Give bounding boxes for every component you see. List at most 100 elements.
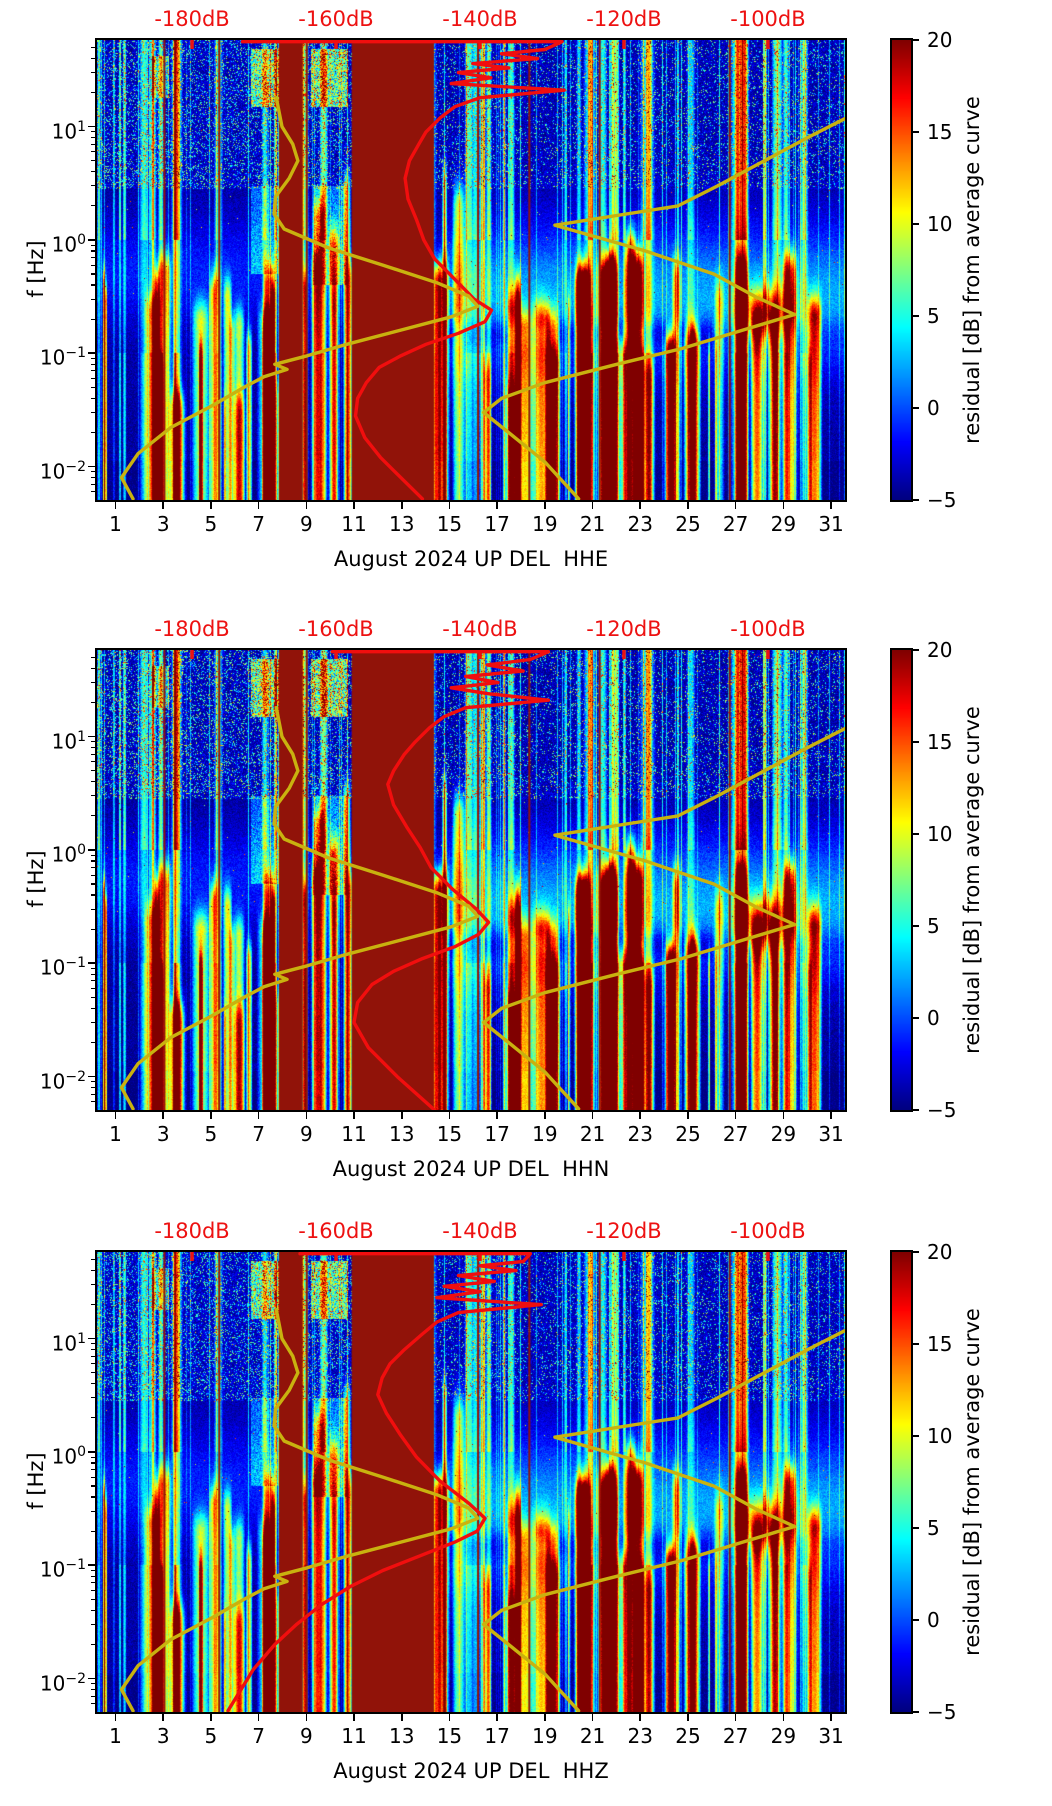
x-axis-tick-label: 9 (299, 1122, 313, 1146)
colorbar-tick-label: −5 (927, 1098, 957, 1122)
colorbar-tick (913, 499, 919, 501)
x-axis-tick-label: 19 (532, 512, 558, 536)
y-axis-minor-tick (91, 1081, 95, 1083)
x-axis-tick-label: 19 (532, 1122, 558, 1146)
y-axis-tick-label: 10−2 (39, 1670, 86, 1696)
top-axis-label: -160dB (298, 617, 374, 641)
x-axis-tick (544, 1714, 546, 1721)
x-axis-tick-label: 5 (204, 512, 218, 536)
y-axis-minor-tick (91, 1456, 95, 1458)
top-axis-tick (190, 40, 194, 49)
top-axis-tick (766, 650, 770, 659)
x-axis-tick-label: 5 (204, 1122, 218, 1146)
y-axis-minor-tick (91, 471, 95, 473)
colorbar-tick (913, 1435, 919, 1437)
x-axis-tick (210, 1714, 212, 1721)
y-axis-tick-label: 10−1 (39, 1557, 86, 1582)
y-axis-minor-tick (91, 795, 95, 797)
y-axis-minor-tick (91, 357, 95, 360)
nhnm-curve (481, 1328, 845, 1712)
x-axis-tick-label: 11 (341, 1724, 367, 1748)
x-axis-tick-label: 15 (436, 512, 463, 536)
y-axis-minor-tick (91, 967, 95, 970)
y-axis-minor-tick (91, 151, 95, 153)
y-axis-minor-tick (91, 753, 95, 755)
top-axis-label: -120dB (586, 7, 662, 31)
top-axis-tick (478, 1252, 482, 1261)
colorbar-tick (913, 131, 919, 133)
x-axis-tick-label: 9 (299, 1724, 313, 1748)
colorbar-tick-label: 20 (927, 28, 953, 52)
x-axis-tick (210, 502, 212, 509)
x-axis-tick-label: 31 (818, 1122, 844, 1146)
y-axis-minor-tick (91, 815, 95, 817)
x-axis-tick (353, 502, 355, 509)
x-axis-tick (734, 1714, 737, 1721)
y-axis-minor-tick (91, 431, 95, 434)
top-axis-tick (622, 40, 626, 49)
y-axis-minor-tick (91, 894, 95, 896)
colorbar-tick (913, 1109, 919, 1111)
x-axis-title: August 2024 UP DEL HHE (333, 547, 609, 571)
spectrogram-plot-area (95, 1250, 847, 1714)
spectrogram-plot-area (95, 38, 847, 502)
colorbar-tick-label: 20 (927, 1240, 953, 1264)
top-axis-label: -180dB (154, 7, 230, 31)
overlay-curves (119, 1252, 845, 1712)
y-axis-tick-label: 10−1 (39, 955, 86, 980)
y-axis-tick (88, 735, 95, 738)
colorbar (890, 648, 913, 1112)
y-axis-minor-tick (91, 980, 95, 982)
y-axis-minor-tick (91, 1598, 95, 1600)
colorbar-tick (913, 741, 919, 743)
x-axis-tick-label: 17 (484, 1724, 510, 1748)
y-axis-tick (88, 125, 95, 128)
y-axis-minor-tick (91, 411, 95, 414)
y-axis-minor-tick (91, 883, 95, 885)
y-axis-minor-tick (91, 72, 95, 74)
y-axis-minor-tick (91, 386, 95, 388)
x-axis-tick-label: 15 (436, 1122, 463, 1146)
x-axis-tick-label: 7 (252, 512, 265, 536)
top-axis-label: -120dB (586, 1219, 662, 1243)
x-axis-tick-label: 17 (484, 512, 510, 536)
y-axis-label: f [Hz] (24, 240, 48, 298)
x-axis-tick-label: 13 (388, 1122, 415, 1146)
y-axis-minor-tick (91, 1575, 95, 1577)
x-axis-tick (257, 502, 260, 509)
colorbar (890, 38, 913, 502)
spectrogram-panel-hhz: -180dB -160dB -140dB -120dB -100dB f [Hz… (0, 1212, 1052, 1806)
x-axis-tick-label: 13 (388, 512, 415, 536)
x-axis-tick (162, 1714, 164, 1721)
y-axis-minor-tick (91, 656, 95, 659)
top-axis-label: -100dB (730, 7, 806, 31)
colorbar-canvas (892, 1252, 911, 1712)
top-axis-tick (622, 650, 626, 659)
colorbar-tick-label: 20 (927, 638, 953, 662)
nlnm-curve (119, 1308, 480, 1712)
spectrogram-heatmap-canvas (97, 650, 845, 1110)
y-axis-tick (88, 465, 95, 468)
x-axis-tick (210, 1112, 212, 1119)
spectrogram-plot-area (95, 648, 847, 1112)
x-axis-tick (353, 1112, 355, 1119)
colorbar-tick-label: 10 (927, 212, 953, 236)
y-axis-minor-tick (91, 973, 95, 975)
x-axis-tick (114, 1714, 117, 1721)
top-axis-label: -180dB (154, 617, 230, 641)
y-axis-minor-tick (91, 1496, 95, 1498)
y-axis-minor-tick (91, 1417, 95, 1419)
y-axis-minor-tick (91, 667, 95, 670)
x-axis-tick (734, 502, 737, 509)
x-axis-tick (734, 1112, 737, 1119)
y-axis-minor-tick (91, 1397, 95, 1399)
spectrogram-panel-hhn: -180dB -160dB -140dB -120dB -100dB f [Hz… (0, 610, 1052, 1212)
y-axis-tick-label: 101 (51, 1330, 86, 1356)
x-axis-tick (114, 1112, 117, 1119)
colorbar-tick-label: 15 (927, 1332, 953, 1356)
colorbar-tick (913, 925, 919, 927)
y-axis-minor-tick (91, 1683, 95, 1685)
x-axis-tick-label: 21 (579, 1122, 606, 1146)
y-axis-minor-tick (91, 908, 95, 910)
